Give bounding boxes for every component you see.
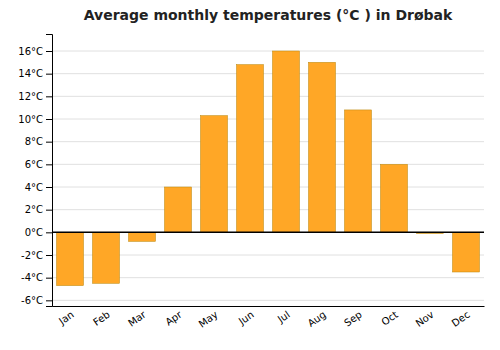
y-axis-line [46,35,53,307]
y-tick: 16°C [18,46,52,57]
y-tick-label: 14°C [18,68,43,79]
y-tick-mark [46,210,52,211]
y-tick: 14°C [18,68,52,79]
y-tick-label: 8°C [25,136,43,147]
y-tick-label: -4°C [21,272,43,283]
y-tick-mark [46,142,52,143]
title: Average monthly temperatures (°C ) in Dr… [84,7,453,23]
y-tick-label: 2°C [25,204,43,215]
x-tick-label: Aug [306,309,328,329]
x-tick-label: Jul [275,309,292,326]
grid-line [52,209,484,210]
x-tick: Oct [379,309,400,328]
bars [57,51,480,286]
x-tick-label: Dec [450,309,472,329]
x-tick-label: Feb [91,309,112,328]
grid [52,51,484,300]
y-tick: 0°C [25,227,52,238]
x-tick: Apr [163,308,184,327]
grid-line [52,96,484,97]
y-tick-mark [46,255,52,256]
x-tick: Jul [275,309,292,326]
zero-line [52,232,484,234]
bar [165,187,192,232]
x-tick: Jan [56,309,76,327]
x-tick-label: Sep [342,309,364,329]
bar [309,62,336,232]
bar [345,110,372,232]
bar [201,116,228,233]
y-tick-mark [46,164,52,165]
y-tick-mark [46,74,52,75]
y-tick-mark [46,278,52,279]
bar [237,65,264,233]
x-tick: Jun [236,309,256,328]
x-axis: Jan Feb Mar Apr May Jun Jul Aug Sep Oct Nov Dec [53,307,485,330]
x-tick-label: Oct [379,309,400,328]
y-tick-label: -6°C [21,295,43,306]
y-tick-label: -2°C [21,250,43,261]
grid-line [52,164,484,165]
grid-line [52,232,484,233]
y-tick: -2°C [21,250,52,261]
y-tick-mark [46,187,52,188]
bar [273,51,300,232]
bar [453,232,480,272]
bar [381,164,408,232]
y-tick-mark [46,300,52,301]
y-tick: 12°C [18,91,52,102]
grid-line [52,119,484,120]
x-tick: Nov [414,309,436,329]
bar [129,232,156,241]
x-tick: May [197,309,220,330]
y-tick-mark [46,51,52,52]
grid-line [52,141,484,142]
y-tick: 2°C [25,204,52,215]
bar [57,232,84,285]
y-tick-mark [46,119,52,120]
y-tick: 10°C [18,114,52,125]
y-tick-label: 12°C [18,91,43,102]
x-tick-label: Jun [236,309,256,328]
x-tick-label: May [197,309,220,330]
x-tick-label: Mar [126,308,148,328]
x-tick-label: Nov [414,309,436,329]
y-tick: 4°C [25,182,52,193]
y-tick-mark [46,96,52,97]
y-tick-label: 4°C [25,182,43,193]
grid-line [52,73,484,74]
y-tick-label: 6°C [25,159,43,170]
bar [93,232,120,283]
x-axis-line [53,306,485,307]
y-tick-label: 10°C [18,114,43,125]
x-tick: Sep [342,309,364,329]
x-tick-label: Apr [163,308,184,327]
chart: -6°C -4°C -2°C 0°C 2°C 4°C 6°C 8°C 10°C 12°C 14°C 1… [0,0,500,350]
y-tick-label: 0°C [25,227,43,238]
x-tick: Aug [306,309,328,329]
grid-line [52,51,484,52]
y-tick: -6°C [21,295,52,306]
y-tick: 8°C [25,136,52,147]
plot-area: -6°C -4°C -2°C 0°C 2°C 4°C 6°C 8°C 10°C 12°C 14°C 1… [18,35,484,330]
x-tick-label: Jan [56,309,76,327]
y-tick-label: 16°C [18,46,43,57]
grid-line [52,300,484,301]
y-axis: -6°C -4°C -2°C 0°C 2°C 4°C 6°C 8°C 10°C 12°C 14°C 1… [18,35,52,307]
x-tick: Feb [91,309,112,328]
y-tick-mark [46,232,52,233]
y-tick: 6°C [25,159,52,170]
y-tick: -4°C [21,272,52,283]
grid-line [52,187,484,188]
x-tick: Mar [126,308,148,328]
x-tick: Dec [450,309,472,329]
